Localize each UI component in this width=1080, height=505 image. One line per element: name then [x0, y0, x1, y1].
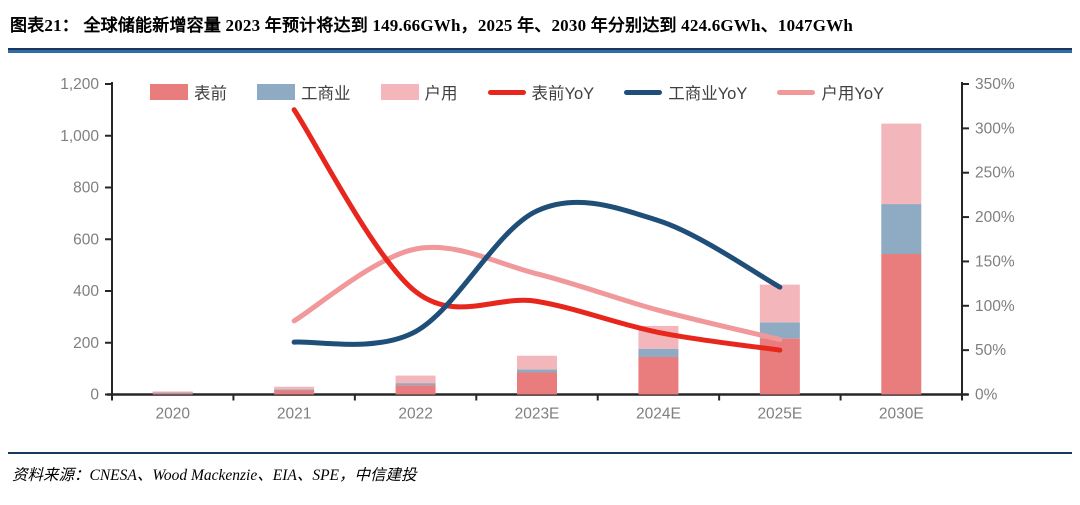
bar-segment-工商业-2030E [881, 204, 922, 254]
x-axis-tick-label: 2025E [757, 406, 802, 423]
legend-label: 户用 [424, 85, 458, 103]
bar-segment-表前-2021 [274, 389, 315, 395]
y-axis-left-tick-label: 400 [73, 283, 99, 300]
legend-swatch-工商业YoY [624, 89, 663, 95]
bar-segment-表前-2030E [881, 253, 922, 395]
bar-segment-户用-2025E [759, 284, 800, 323]
y-axis-left-tick-label: 800 [73, 180, 99, 197]
y-axis-right-tick-label: 100% [975, 298, 1015, 315]
legend-label: 表前 [194, 85, 227, 103]
y-axis-right-tick-label: 200% [975, 209, 1015, 226]
bar-segment-工商业-2021 [274, 389, 315, 391]
legend-item-表前YoY: 表前YoY [487, 80, 595, 104]
bar-segment-表前-2023E [517, 372, 557, 395]
line-表前YoY [291, 107, 783, 353]
bar-segment-户用-2020 [152, 391, 193, 393]
footer-divider [8, 452, 1072, 454]
legend-swatch-户用YoY [777, 89, 816, 95]
y-axis-right-tick-label: 150% [975, 253, 1015, 270]
chart-title: 图表21： 全球储能新增容量 2023 年预计将达到 149.66GWh，202… [10, 16, 853, 35]
x-axis-tick-label: 2021 [277, 406, 311, 423]
source-text: 资料来源：CNESA、Wood Mackenzie、EIA、SPE，中信建投 [12, 467, 417, 484]
y-axis-right-tick-label: 50% [975, 342, 1006, 359]
bar-segment-工商业-2024E [638, 348, 679, 357]
legend-swatch-工商业 [257, 84, 295, 100]
chart-legend: 表前 工商业 户用 表前YoY 工商业YoY 户用YoY [150, 80, 884, 104]
title-divider [8, 48, 1072, 53]
bar-segment-工商业-2020 [152, 392, 193, 394]
legend-item-户用: 户用 [380, 80, 458, 104]
bar-segment-表前-2024E [638, 356, 679, 395]
y-axis-right-tick-label: 350% [975, 76, 1015, 93]
legend-label: 户用YoY [821, 85, 885, 103]
legend-item-工商业YoY: 工商业YoY [624, 80, 747, 104]
x-axis-tick-label: 2022 [398, 406, 432, 423]
x-axis-tick-label: 2023E [515, 406, 560, 423]
legend-item-表前: 表前 [150, 80, 227, 104]
y-axis-right-tick-label: 0% [975, 387, 998, 404]
line-工商业YoY [291, 199, 783, 347]
y-axis-right-tick-label: 250% [975, 165, 1015, 182]
bar-segment-表前-2020 [152, 392, 193, 395]
legend-item-工商业: 工商业 [257, 80, 351, 104]
y-axis-left-tick-label: 200 [73, 335, 99, 352]
x-axis-tick-label: 2030E [879, 406, 924, 423]
legend-label: 表前YoY [531, 85, 595, 103]
bar-segment-户用-2030E [881, 123, 922, 205]
bar-segment-工商业-2022 [395, 383, 436, 386]
legend-label: 工商业YoY [668, 85, 748, 103]
line-户用YoY [291, 244, 783, 342]
x-axis-tick-label: 2024E [636, 406, 681, 423]
legend-swatch-表前 [150, 84, 188, 100]
bar-segment-表前-2022 [395, 385, 436, 395]
bar-segment-工商业-2025E [759, 322, 800, 339]
bar-segment-工商业-2023E [517, 369, 557, 373]
y-axis-left-tick-label: 600 [73, 231, 99, 248]
bar-segment-户用-2022 [395, 375, 436, 384]
x-axis-tick-label: 2020 [155, 406, 190, 423]
legend-label: 工商业 [301, 85, 351, 103]
y-axis-right-tick-label: 300% [975, 120, 1015, 137]
y-axis-left-tick-label: 1,000 [60, 128, 99, 145]
legend-swatch-户用 [380, 84, 419, 100]
chart-area: 0 200 400 600 800 1,000 1,200 0% 50% 100% 150% 200%… [60, 76, 1015, 423]
legend-swatch-表前YoY [487, 89, 526, 95]
bar-segment-户用-2021 [274, 386, 315, 390]
legend-item-户用YoY: 户用YoY [777, 80, 884, 104]
bar-segment-户用-2023E [517, 355, 557, 370]
y-axis-left-tick-label: 0 [90, 387, 99, 404]
y-axis-left-tick-label: 1,200 [60, 76, 99, 93]
